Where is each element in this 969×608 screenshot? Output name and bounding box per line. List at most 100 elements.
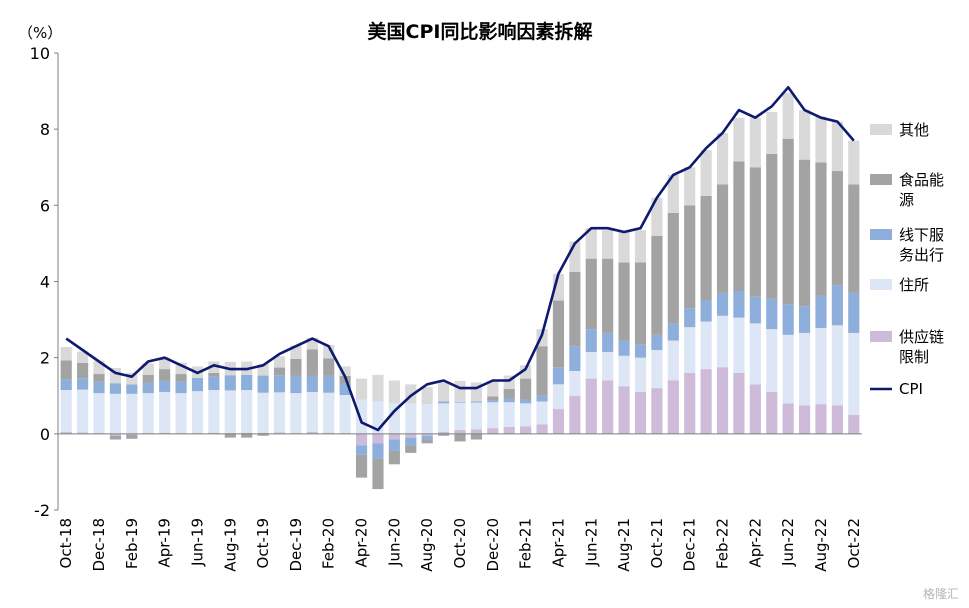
x-tick-label: Apr-22 xyxy=(746,518,764,568)
bar-segment xyxy=(241,374,253,391)
bar-segment xyxy=(372,401,384,434)
bar-segment xyxy=(126,434,138,439)
bar-segment xyxy=(339,383,351,395)
bar-segment xyxy=(421,435,433,440)
bar-segment xyxy=(487,381,499,397)
bar-segment xyxy=(585,258,597,330)
bar-segment xyxy=(405,445,417,453)
x-tick-label: Jun-20 xyxy=(385,518,403,567)
bar-segment xyxy=(569,241,581,272)
bar-segment xyxy=(273,375,286,393)
legend-swatch xyxy=(870,124,892,135)
bar-segment xyxy=(667,340,679,381)
bar-segment xyxy=(700,369,712,434)
bar-segment xyxy=(536,395,548,402)
bar-segment xyxy=(618,231,630,263)
legend-swatch xyxy=(870,331,892,342)
x-tick-label: Dec-21 xyxy=(681,518,699,572)
bar-segment xyxy=(159,380,171,392)
bar-segment xyxy=(766,153,778,299)
bar-segment xyxy=(651,197,663,236)
legend-label: 线下服 xyxy=(899,226,944,244)
bar-segment xyxy=(372,458,384,490)
bar-segment xyxy=(77,432,89,434)
legend-label: 住所 xyxy=(899,276,929,294)
bar-segment xyxy=(831,171,843,286)
x-tick-label: Dec-19 xyxy=(287,518,305,572)
bar-segment xyxy=(782,304,794,335)
bar-segment xyxy=(142,374,154,383)
bar-segment xyxy=(355,399,368,434)
bar-segment xyxy=(700,321,712,370)
bar-segment xyxy=(241,432,253,434)
bar-segment xyxy=(618,355,630,387)
bar-segment xyxy=(552,384,565,410)
bar-segment xyxy=(355,378,368,400)
bar-segment xyxy=(815,295,827,328)
legend-label: 食品能 xyxy=(899,171,944,189)
bar-segment xyxy=(848,140,860,185)
bar-segment xyxy=(634,230,647,263)
bar-segment xyxy=(520,378,532,400)
bar-segment xyxy=(109,383,122,394)
bar-segment xyxy=(306,375,318,392)
bar-segment xyxy=(388,403,400,434)
bar-segment xyxy=(93,360,105,375)
bar-segment xyxy=(503,388,515,399)
x-tick-label: Feb-20 xyxy=(320,518,338,569)
bar-segment xyxy=(684,205,696,309)
bar-segment xyxy=(618,340,630,356)
bar-segment xyxy=(159,357,171,370)
bar-segment xyxy=(109,367,122,384)
bar-segment xyxy=(109,433,122,436)
bar-segment xyxy=(405,384,417,404)
bar-segment xyxy=(60,390,72,432)
bar-segment xyxy=(651,334,663,351)
bar-segment xyxy=(454,402,466,431)
bar-segment xyxy=(323,375,335,393)
bar-segment xyxy=(602,380,614,434)
y-unit-label: （%） xyxy=(18,24,62,42)
bar-segment xyxy=(355,454,368,478)
legend-label: 限制 xyxy=(899,348,929,366)
bar-segment xyxy=(372,443,384,459)
bar-segment xyxy=(454,380,466,402)
bar-segment xyxy=(716,367,729,434)
bar-segment xyxy=(798,332,811,406)
bar-segment xyxy=(848,184,860,293)
bar-segment xyxy=(159,432,171,434)
bar-segment xyxy=(60,347,72,361)
bar-segment xyxy=(355,445,368,455)
bar-segment xyxy=(716,292,729,316)
bar-segment xyxy=(831,285,843,326)
bar-segment xyxy=(700,195,712,301)
bar-segment xyxy=(552,273,565,301)
bar-segment xyxy=(388,380,400,404)
bar-segment xyxy=(602,351,614,381)
bar-segment xyxy=(208,361,220,373)
bar-segment xyxy=(159,391,171,433)
bar-segment xyxy=(667,212,679,324)
bar-segment xyxy=(848,414,860,434)
x-tick-label: Feb-19 xyxy=(123,518,141,569)
bar-segment xyxy=(684,167,696,206)
bar-segment xyxy=(339,394,351,434)
bar-segment xyxy=(749,167,761,297)
bar-segment xyxy=(520,399,532,404)
bar-segment xyxy=(848,292,860,333)
bar-segment xyxy=(323,345,335,359)
bar-segment xyxy=(782,334,794,404)
bar-segment xyxy=(290,393,302,434)
bar-segment xyxy=(585,351,597,379)
bar-segment xyxy=(77,362,89,379)
bar-segment xyxy=(372,374,384,402)
x-tick-label: Apr-19 xyxy=(156,518,174,568)
bar-segment xyxy=(126,372,138,385)
bar-segment xyxy=(438,382,450,402)
bar-segment xyxy=(651,388,663,434)
bar-segment xyxy=(224,433,236,438)
x-tick-label: Feb-21 xyxy=(517,518,535,569)
bar-segment xyxy=(766,112,778,154)
bar-segment xyxy=(634,357,647,392)
bar-segment xyxy=(77,389,89,433)
